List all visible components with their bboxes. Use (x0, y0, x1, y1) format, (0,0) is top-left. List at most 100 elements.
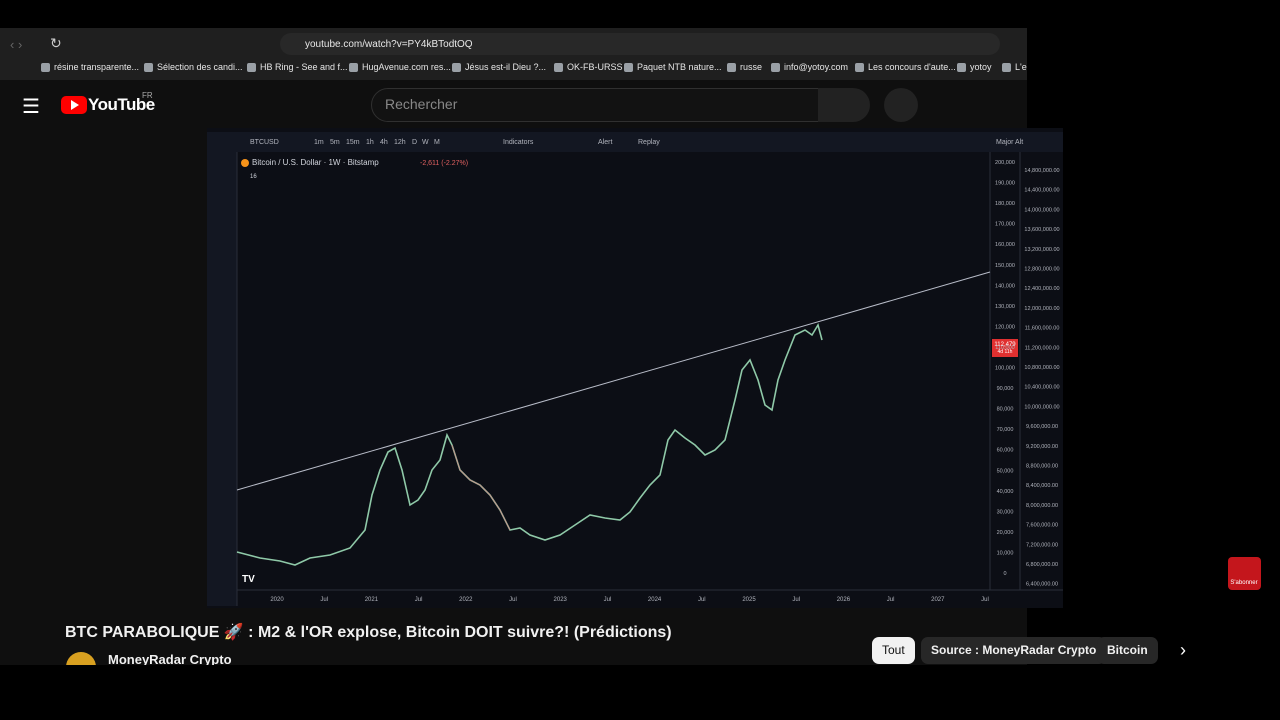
price-axis-label: 130,000 (995, 304, 1015, 310)
time-axis-label: Jul (981, 597, 989, 603)
time-axis-label: Jul (415, 597, 423, 603)
m2-axis-label: 10,000,000.00 (1024, 404, 1059, 410)
time-axis-label: Jul (792, 597, 800, 603)
m2-axis-label: 14,400,000.00 (1024, 188, 1059, 194)
m2-axis-label: 13,200,000.00 (1024, 247, 1059, 253)
bookmark-icon (855, 63, 864, 72)
m2-axis-label: 12,800,000.00 (1024, 267, 1059, 273)
bookmark[interactable]: Les concours d'aute... (868, 62, 956, 72)
m2-axis-label: 9,200,000.00 (1026, 444, 1058, 450)
video-title: BTC PARABOLIQUE 🚀 : M2 & l'OR explose, B… (65, 624, 672, 641)
bookmark-icon (624, 63, 633, 72)
back-forward[interactable]: ‹ › (10, 37, 23, 52)
bookmark[interactable]: HB Ring - See and f... (260, 62, 348, 72)
price-axis-label: 100,000 (995, 366, 1015, 372)
m2-axis-label: 7,200,000.00 (1026, 542, 1058, 548)
tv-drawing-tools (207, 152, 237, 606)
search-box[interactable] (371, 88, 819, 122)
m2-axis-label: 8,400,000.00 (1026, 483, 1058, 489)
bookmark[interactable]: Paquet NTB nature... (637, 62, 722, 72)
bookmark-icon (452, 63, 461, 72)
btc-icon (241, 159, 249, 167)
bookmark[interactable]: OK-FB-URSS (567, 62, 623, 72)
tv-toolbar-item: 1m (314, 139, 324, 146)
bookmark[interactable]: yotoy (970, 62, 992, 72)
price-axis-label: 90,000 (997, 386, 1014, 392)
bookmark[interactable]: L'e (1015, 62, 1027, 72)
time-axis-label: 2021 (365, 597, 379, 603)
time-axis-label: Jul (887, 597, 895, 603)
bookmark[interactable]: HugAvenue.com res... (362, 62, 451, 72)
price-axis-label: 180,000 (995, 201, 1015, 207)
bookmark-icon (1002, 63, 1011, 72)
time-axis-label: 2027 (931, 597, 945, 603)
change: -2,611 (-2.27%) (420, 160, 468, 167)
bookmark[interactable]: Jésus est-il Dieu ?... (465, 62, 547, 72)
bookmark-icon (771, 63, 780, 72)
price-tag-countdown: 4d 11h (998, 349, 1013, 355)
price-axis-label: 200,000 (995, 160, 1015, 166)
price-axis-label: 140,000 (995, 283, 1015, 289)
price-down-candles (451, 444, 511, 531)
address-bar[interactable] (280, 33, 1000, 55)
filter-chip[interactable]: Tout (872, 637, 915, 664)
subscribe-badge[interactable] (1228, 557, 1261, 590)
tv-toolbar-item: M (434, 139, 440, 146)
m2-axis-label: 10,400,000.00 (1024, 385, 1059, 391)
tv-toolbar-item: 5m (330, 139, 340, 146)
time-axis-label: 2025 (742, 597, 756, 603)
bookmark-icon (349, 63, 358, 72)
m2-axis-label: 6,400,000.00 (1026, 582, 1058, 588)
price-axis-label: 170,000 (995, 222, 1015, 228)
m2-axis-label: 13,600,000.00 (1024, 227, 1059, 233)
chips-next[interactable]: › (1180, 640, 1186, 660)
m2-axis-label: 10,800,000.00 (1024, 365, 1059, 371)
menu-button[interactable]: ☰ (22, 96, 40, 118)
bookmark[interactable]: Sélection des candi... (157, 62, 243, 72)
trend-line (236, 271, 991, 491)
time-axis-label: 2023 (554, 597, 568, 603)
price-candles (236, 322, 823, 566)
play-glyph (71, 100, 79, 110)
tv-toolbar-item: Indicators (503, 139, 534, 146)
price-axis-label: 120,000 (995, 324, 1015, 330)
bookmark-icon (144, 63, 153, 72)
m2-axis-label: 7,600,000.00 (1026, 523, 1058, 529)
price-axis-label: 70,000 (997, 427, 1014, 433)
m2-axis-label: 11,200,000.00 (1025, 345, 1060, 351)
price-axis-label: 10,000 (997, 550, 1014, 556)
time-axis-label: Jul (604, 597, 612, 603)
filter-chip[interactable]: Bitcoin (1097, 637, 1158, 664)
price-axis-label: 110,000 (995, 345, 1014, 351)
m2-axis-label: 11,600,000.00 (1025, 326, 1060, 332)
reload[interactable]: ↻ (50, 35, 62, 51)
tv-logo: TV (242, 574, 255, 585)
bookmark[interactable]: résine transparente... (54, 62, 140, 72)
price-axis-label: 80,000 (997, 407, 1014, 413)
price-axis-label: 50,000 (997, 468, 1014, 474)
time-axis-label: Jul (509, 597, 517, 603)
m2-axis-label: 12,400,000.00 (1024, 286, 1059, 292)
m2-axis-label: 9,600,000.00 (1026, 424, 1058, 430)
youtube-logo[interactable]: YouTube (88, 95, 155, 114)
tv-toolbar-item: 12h (394, 139, 406, 146)
tv-toolbar-item: Replay (638, 139, 660, 146)
tv-toolbar-item: 15m (346, 139, 360, 146)
volume: 16 (250, 174, 257, 180)
price-axis-label: 40,000 (997, 489, 1014, 495)
price-axis-label: 20,000 (997, 530, 1014, 536)
search-button[interactable] (818, 88, 870, 122)
bookmark[interactable]: russe (740, 62, 763, 72)
bookmark[interactable]: info@yotoy.com (784, 62, 848, 72)
bookmarks-bar: résine transparente... Sélection des cand… (0, 57, 1027, 79)
filter-chip[interactable]: Source : MoneyRadar Crypto (921, 637, 1107, 664)
symbol: Bitcoin / U.S. Dollar · 1W · Bitstamp (252, 158, 379, 167)
voice-search[interactable] (884, 88, 918, 122)
tv-toolbar-item: W (422, 139, 429, 146)
time-axis-label: Jul (698, 597, 706, 603)
price-axis-label: 190,000 (995, 181, 1015, 187)
channel-name[interactable]: MoneyRadar Crypto (108, 652, 232, 667)
url: youtube.com/watch?v=PY4kBTodtOQ (305, 39, 473, 50)
